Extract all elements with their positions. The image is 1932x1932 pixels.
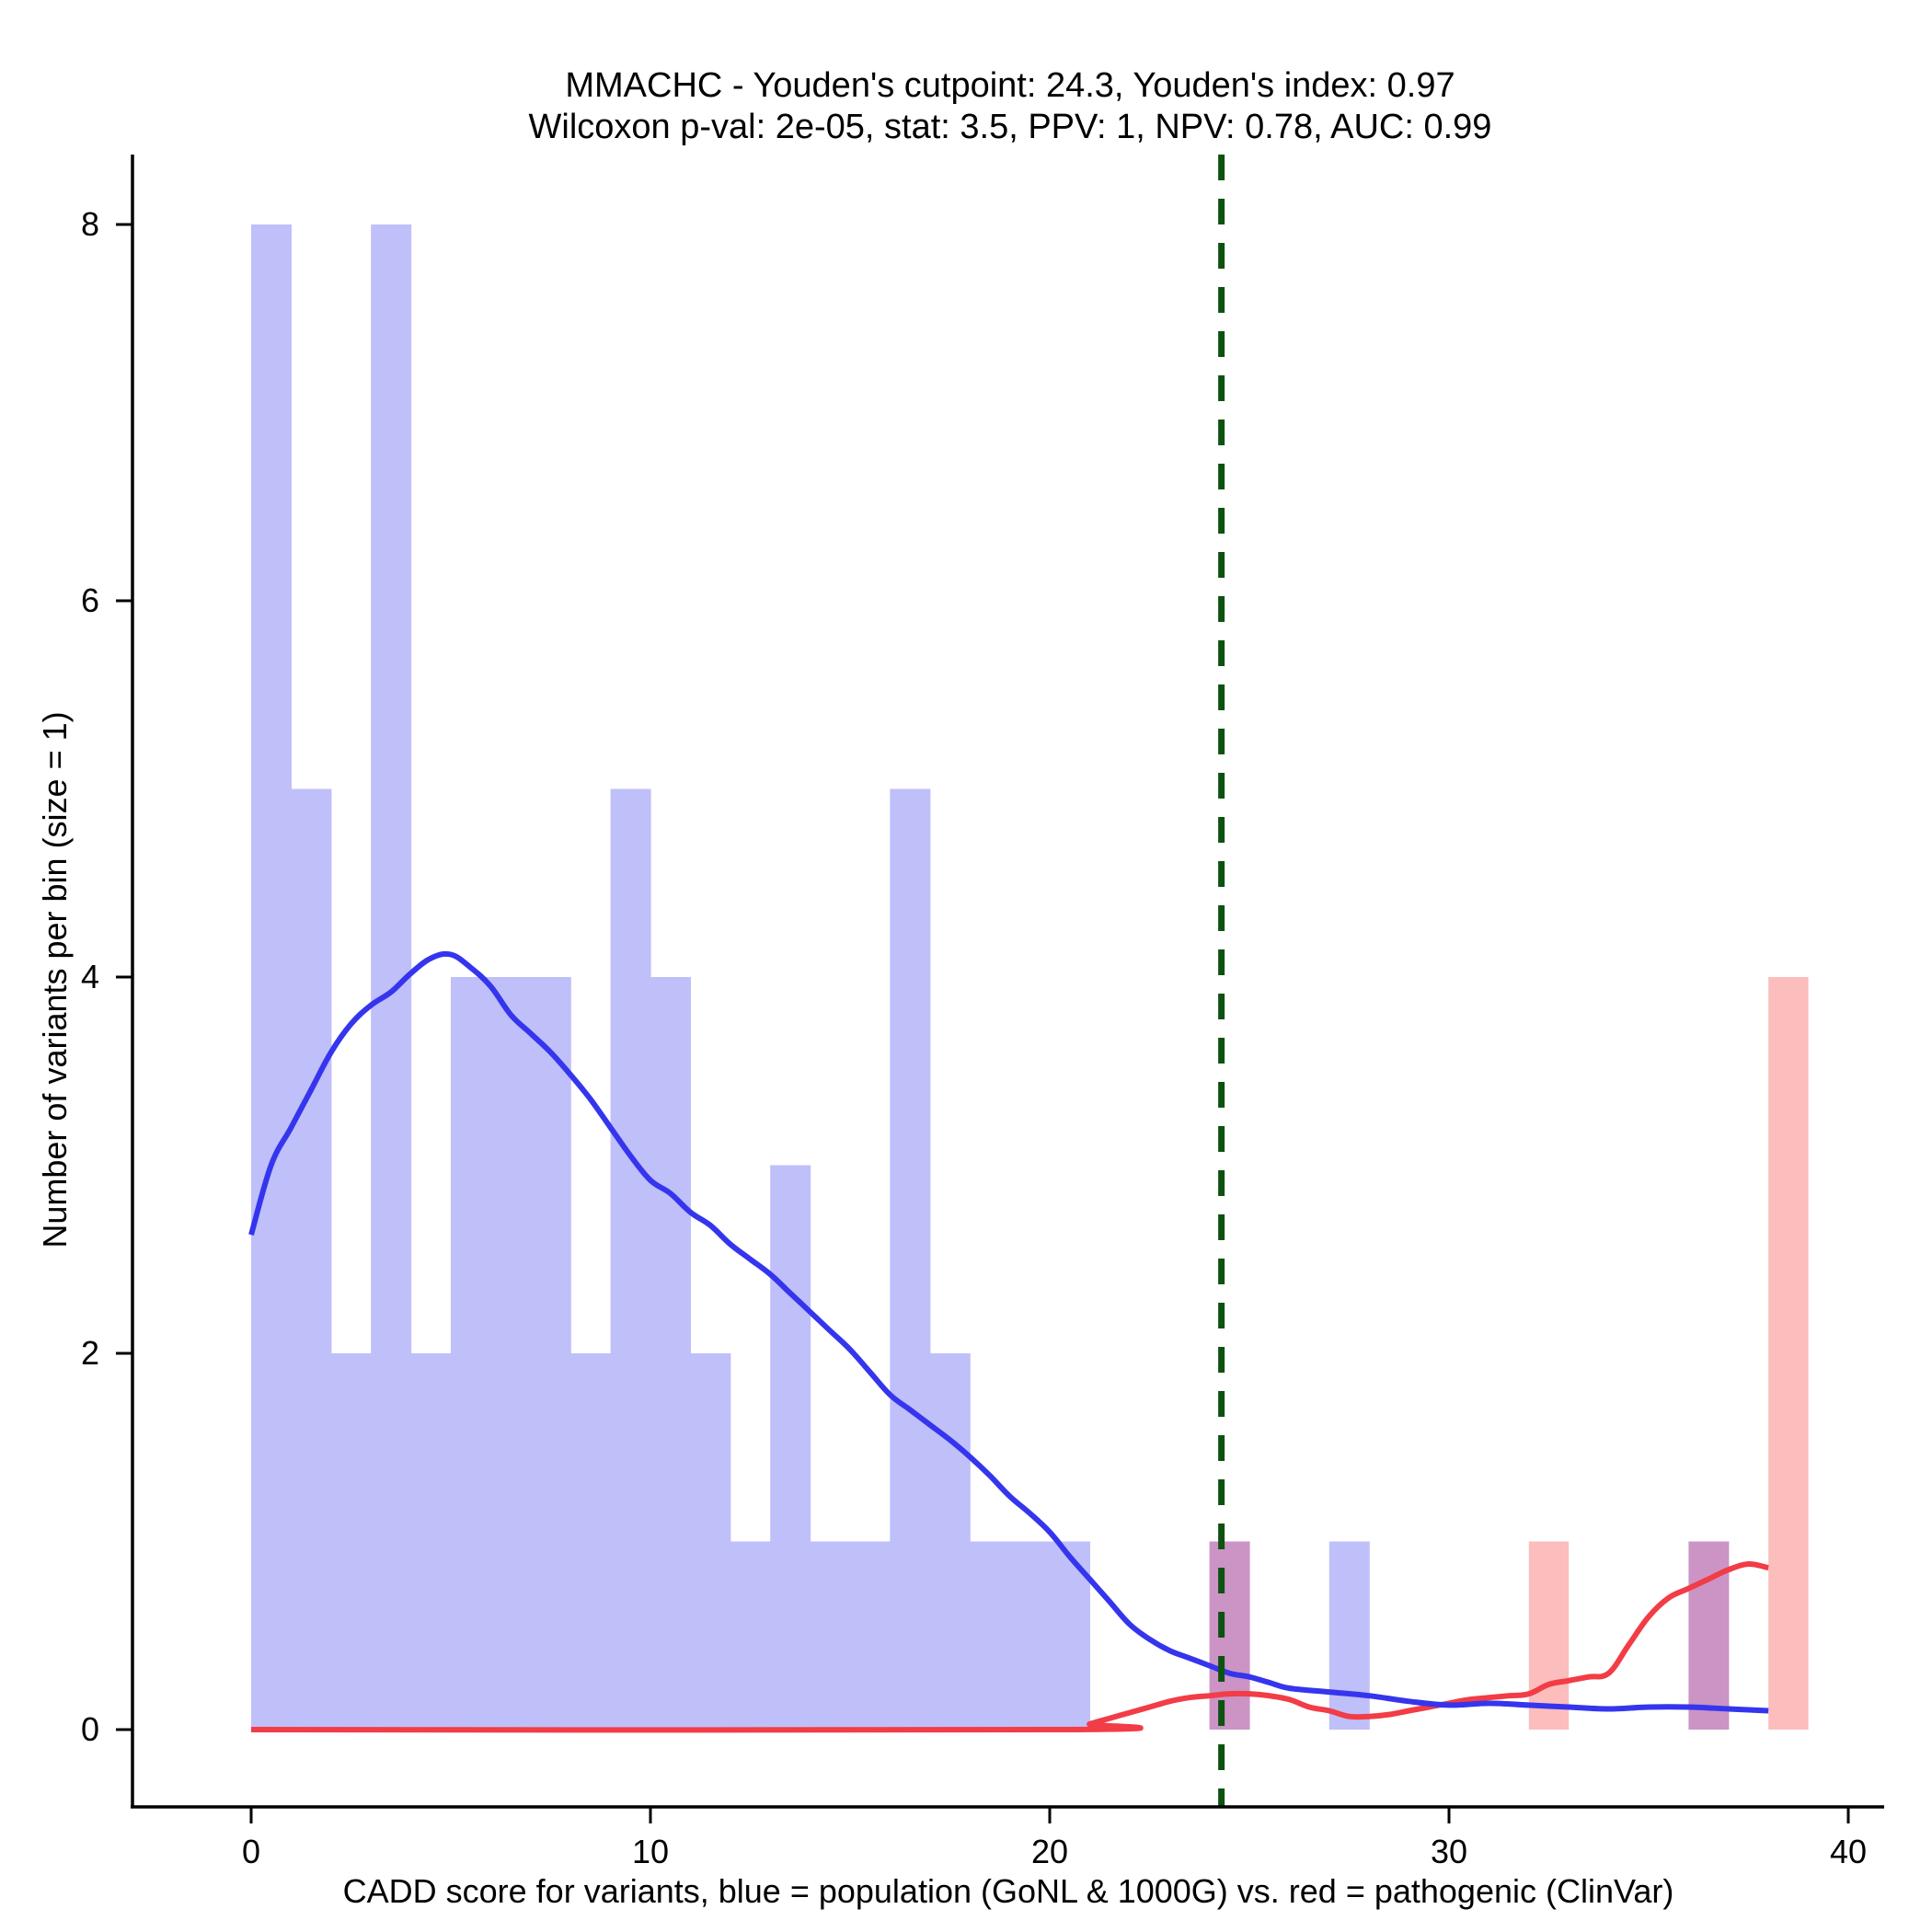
population-bar-bin-7	[530, 977, 571, 1730]
pathogenic-bar-bin-32	[1528, 1541, 1570, 1730]
x-tick-label-40: 40	[1830, 1833, 1867, 1870]
population-bar-bin-14	[810, 1541, 851, 1730]
population-bar-bin-5	[451, 977, 491, 1730]
x-tick-label-10: 10	[632, 1833, 669, 1870]
population-bar-bin-10	[650, 977, 691, 1730]
population-bar-bin-19	[1009, 1541, 1051, 1730]
population-bar-bin-13	[770, 1165, 811, 1730]
y-axis-label: Number of variants per bin (size = 1)	[36, 711, 74, 1248]
y-tick-label-4: 4	[81, 958, 99, 995]
axes	[131, 155, 1884, 1809]
x-tick-label-0: 0	[242, 1833, 260, 1870]
population-bar-bin-18	[970, 1541, 1011, 1730]
population-bar-bin-16	[890, 788, 931, 1730]
population-bar-bin-12	[730, 1541, 771, 1730]
density-curves	[248, 950, 1769, 1733]
chart-title-line-1: MMACHC - Youden's cutpoint: 24.3, Youden…	[565, 66, 1455, 105]
population-bar-bin-15	[850, 1541, 891, 1730]
population-density-line	[248, 950, 1769, 1714]
y-tick-label-6: 6	[81, 581, 99, 619]
population-bar-bin-4	[410, 1353, 452, 1730]
population-bar-bin-11	[690, 1353, 731, 1730]
y-tick-label-8: 8	[81, 205, 99, 243]
x-tick-label-20: 20	[1031, 1833, 1068, 1870]
pathogenic-density-line	[250, 1560, 1769, 1733]
chart-title-line-2: Wilcoxon p-val: 2e-05, stat: 3.5, PPV: 1…	[529, 108, 1492, 146]
population-bar-bin-17	[929, 1353, 971, 1730]
x-axis-label: CADD score for variants, blue = populati…	[343, 1872, 1674, 1910]
population-bar-bin-27	[1328, 1541, 1370, 1730]
population-bar-bin-1	[291, 788, 332, 1730]
pathogenic-bar-bin-38	[1768, 977, 1809, 1730]
y-tick-label-2: 2	[81, 1334, 99, 1372]
population-bar-bin-8	[570, 1353, 612, 1730]
population-bar-bin-6	[490, 977, 532, 1730]
y-tick-label-0: 0	[81, 1710, 99, 1748]
x-tick-label-30: 30	[1431, 1833, 1467, 1870]
population-bar-bin-0	[251, 224, 292, 1730]
population-bar-bin-2	[330, 1353, 372, 1730]
population-bar-bin-24	[1209, 1541, 1250, 1730]
ticks: 0 10 20 30 40 0 2 4 6 8	[81, 205, 1867, 1870]
histogram-bars	[251, 224, 1809, 1730]
population-bar-bin-9	[610, 788, 651, 1730]
